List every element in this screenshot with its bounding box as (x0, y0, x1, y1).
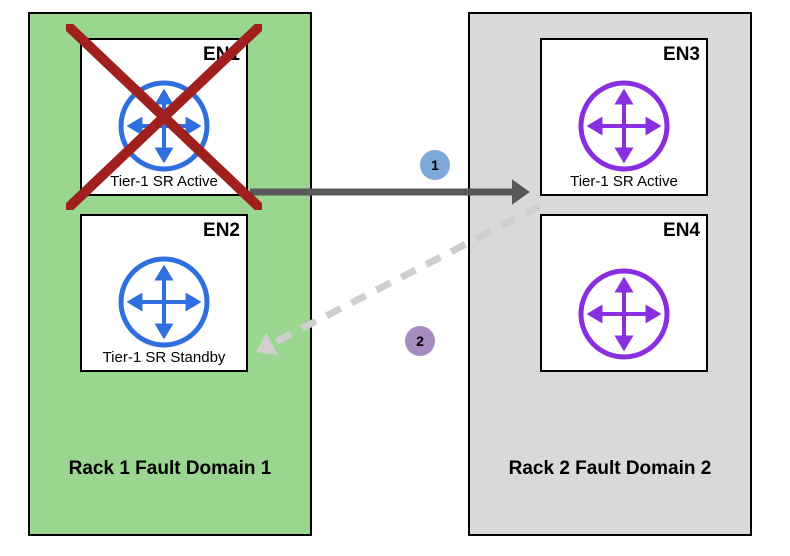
node-en1-label: EN1 (203, 44, 240, 66)
router-icon (578, 80, 670, 177)
node-en3-label: EN3 (663, 44, 700, 66)
rack-2-title: Rack 2 Fault Domain 2 (470, 456, 750, 482)
router-icon (118, 80, 210, 177)
node-en3-status: Tier-1 SR Active (542, 173, 706, 190)
router-icon (578, 268, 670, 365)
router-icon (118, 256, 210, 353)
diagram-canvas: Rack 1 Fault Domain 1 Rack 2 Fault Domai… (0, 0, 790, 556)
node-en1-status: Tier-1 SR Active (82, 173, 246, 190)
rack-1-title: Rack 1 Fault Domain 1 (30, 456, 310, 482)
node-en1: EN1 Tier-1 SR Active (80, 38, 248, 196)
node-en3: EN3 Tier-1 SR Active (540, 38, 708, 196)
node-en2-status: Tier-1 SR Standby (82, 349, 246, 366)
node-en2: EN2 Tier-1 SR Standby (80, 214, 248, 372)
callout-1: 1 (420, 150, 450, 180)
node-en4-label: EN4 (663, 220, 700, 242)
callout-2-label: 2 (416, 333, 424, 349)
node-en2-label: EN2 (203, 220, 240, 242)
callout-1-label: 1 (431, 157, 439, 173)
node-en4: EN4 (540, 214, 708, 372)
callout-2: 2 (405, 326, 435, 356)
